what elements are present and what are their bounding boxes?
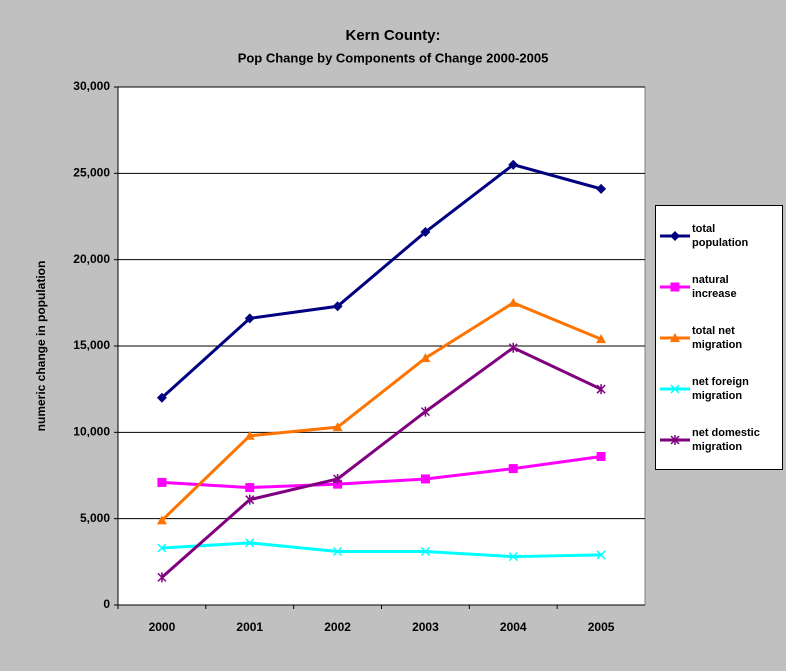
marker (244, 430, 255, 440)
marker (670, 230, 680, 241)
y-axis-label: numeric change in population (34, 261, 48, 432)
marker (596, 183, 607, 194)
legend-swatch (660, 230, 690, 241)
marker (508, 552, 518, 562)
y-tick-label: 15,000 (73, 338, 110, 352)
marker (244, 313, 255, 324)
marker (670, 434, 680, 445)
marker (420, 227, 431, 238)
series-line (160, 345, 602, 579)
marker (245, 494, 255, 505)
series-line (160, 301, 602, 522)
y-tick-label: 20,000 (73, 252, 110, 266)
chart-title: Kern County: (346, 27, 441, 44)
legend-label: net foreign migration (692, 375, 749, 402)
marker (332, 422, 343, 432)
y-tick-label: 30,000 (73, 79, 110, 93)
legend-label: total population (692, 222, 749, 249)
x-tick-label: 2005 (588, 620, 615, 634)
legend-entry: total population (656, 222, 782, 250)
marker (420, 353, 431, 363)
marker (596, 550, 606, 560)
marker (157, 543, 167, 553)
marker (332, 301, 343, 312)
legend-entry: total net migration (656, 324, 782, 352)
marker (156, 515, 167, 525)
x-tick-label: 2003 (412, 620, 439, 634)
marker (245, 538, 255, 548)
legend-swatch (660, 383, 690, 394)
marker (420, 546, 430, 557)
marker (670, 282, 680, 291)
legend-entry: natural increase (656, 273, 782, 301)
marker (333, 479, 343, 489)
legend-label: natural increase (692, 273, 737, 300)
y-tick-label: 0 (103, 597, 110, 611)
marker (508, 159, 519, 170)
legend-swatch (660, 434, 690, 445)
x-tick-label: 2004 (500, 620, 527, 634)
x-tick-label: 2000 (149, 620, 176, 634)
marker (670, 332, 680, 342)
y-tick-label: 10,000 (73, 425, 110, 439)
marker (420, 406, 430, 417)
marker (156, 392, 167, 403)
chart-subtitle: Pop Change by Components of Change 2000-… (238, 50, 549, 65)
legend-entry: net domestic migration (656, 426, 782, 454)
marker (157, 477, 167, 487)
marker (670, 383, 680, 394)
series-line (161, 541, 602, 559)
x-tick-label: 2001 (236, 620, 263, 634)
legend-swatch (660, 282, 690, 291)
marker (508, 342, 518, 353)
marker (596, 384, 606, 395)
legend: total population natural increase total ne… (655, 205, 783, 470)
marker (596, 452, 606, 462)
marker (157, 572, 167, 583)
y-tick-label: 25,000 (73, 166, 110, 180)
legend-entry: net foreign migration (656, 375, 782, 403)
marker (333, 546, 343, 557)
legend-swatch (660, 332, 690, 342)
marker (420, 474, 430, 484)
marker (508, 297, 519, 307)
marker (508, 464, 518, 474)
series-line (161, 455, 602, 490)
legend-label: total net migration (692, 324, 743, 351)
x-tick-label: 2002 (324, 620, 351, 634)
marker (245, 483, 255, 493)
marker (333, 473, 343, 484)
series-line (160, 163, 602, 399)
marker (596, 334, 607, 344)
y-tick-label: 5,000 (80, 511, 110, 525)
legend-label: net domestic migration (692, 426, 760, 453)
